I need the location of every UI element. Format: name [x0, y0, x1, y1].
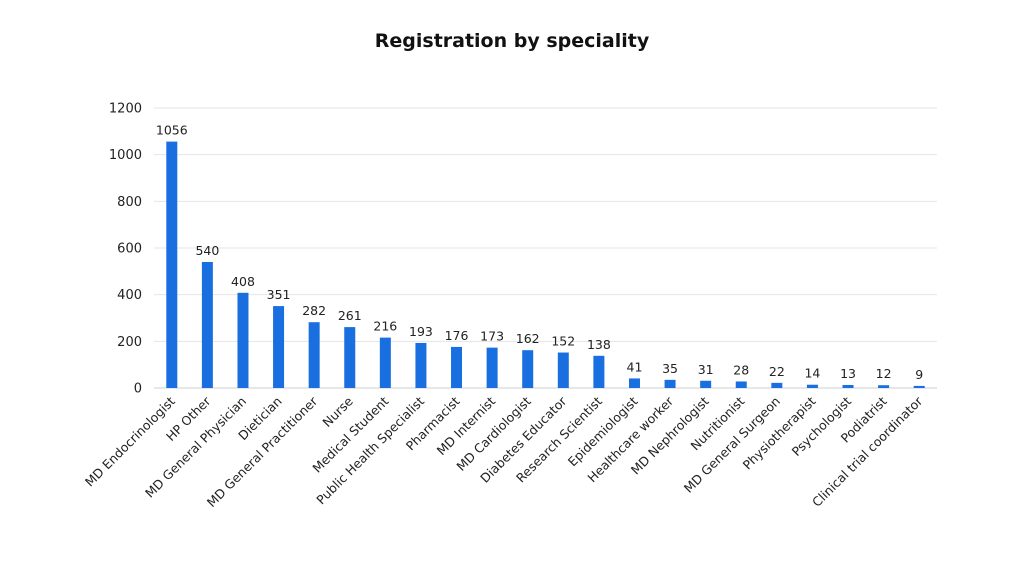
data-label: 261 — [338, 308, 362, 323]
bar — [913, 385, 925, 388]
bar — [557, 352, 569, 388]
data-label: 28 — [733, 362, 749, 377]
bar — [379, 337, 391, 388]
data-label: 282 — [302, 303, 326, 318]
data-label: 14 — [804, 366, 820, 381]
data-label: 351 — [267, 287, 291, 302]
data-label: 22 — [769, 364, 785, 379]
y-tick-label: 1000 — [109, 148, 142, 163]
bar — [806, 384, 818, 388]
y-tick-label: 0 — [134, 382, 142, 397]
data-label: 216 — [373, 319, 397, 334]
data-labels: 1056 540 408 351 282 261 216 193 176 173 162 152 138… — [156, 123, 923, 382]
bar — [486, 347, 498, 388]
bar — [771, 382, 783, 388]
data-label: 193 — [409, 324, 433, 339]
bar — [201, 262, 213, 388]
data-label: 9 — [915, 367, 923, 382]
bar — [237, 292, 249, 388]
data-label: 152 — [551, 334, 575, 349]
data-label: 31 — [698, 362, 714, 377]
bars — [166, 141, 925, 388]
bar — [664, 379, 676, 388]
data-label: 13 — [840, 366, 856, 381]
bar — [308, 322, 320, 388]
bar — [273, 306, 285, 388]
y-tick-label: 400 — [117, 288, 142, 303]
data-label: 173 — [480, 329, 504, 344]
grid-lines — [154, 107, 937, 389]
bar — [593, 355, 605, 388]
bar — [700, 380, 712, 388]
data-label: 540 — [195, 243, 219, 258]
bar — [878, 385, 890, 388]
y-tick-label: 1200 — [109, 102, 142, 117]
bar — [522, 350, 534, 388]
data-label: 1056 — [156, 123, 188, 138]
bar — [842, 384, 854, 388]
data-label: 408 — [231, 274, 255, 289]
y-tick-label: 600 — [117, 242, 142, 257]
data-label: 138 — [587, 337, 611, 352]
bar — [735, 381, 747, 388]
chart-title: Registration by speciality — [374, 30, 650, 52]
y-axis-ticks: 0 200 400 600 800 1000 1200 — [109, 102, 142, 397]
y-tick-label: 800 — [117, 195, 142, 210]
y-tick-label: 200 — [117, 335, 142, 350]
bar — [628, 378, 640, 388]
data-label: 12 — [876, 366, 892, 381]
bar — [344, 327, 356, 388]
data-label: 35 — [662, 361, 678, 376]
bar — [415, 342, 427, 388]
data-label: 41 — [627, 359, 643, 374]
bar — [451, 346, 463, 388]
data-label: 162 — [516, 331, 540, 346]
bar — [166, 141, 178, 388]
data-label: 176 — [445, 328, 469, 343]
